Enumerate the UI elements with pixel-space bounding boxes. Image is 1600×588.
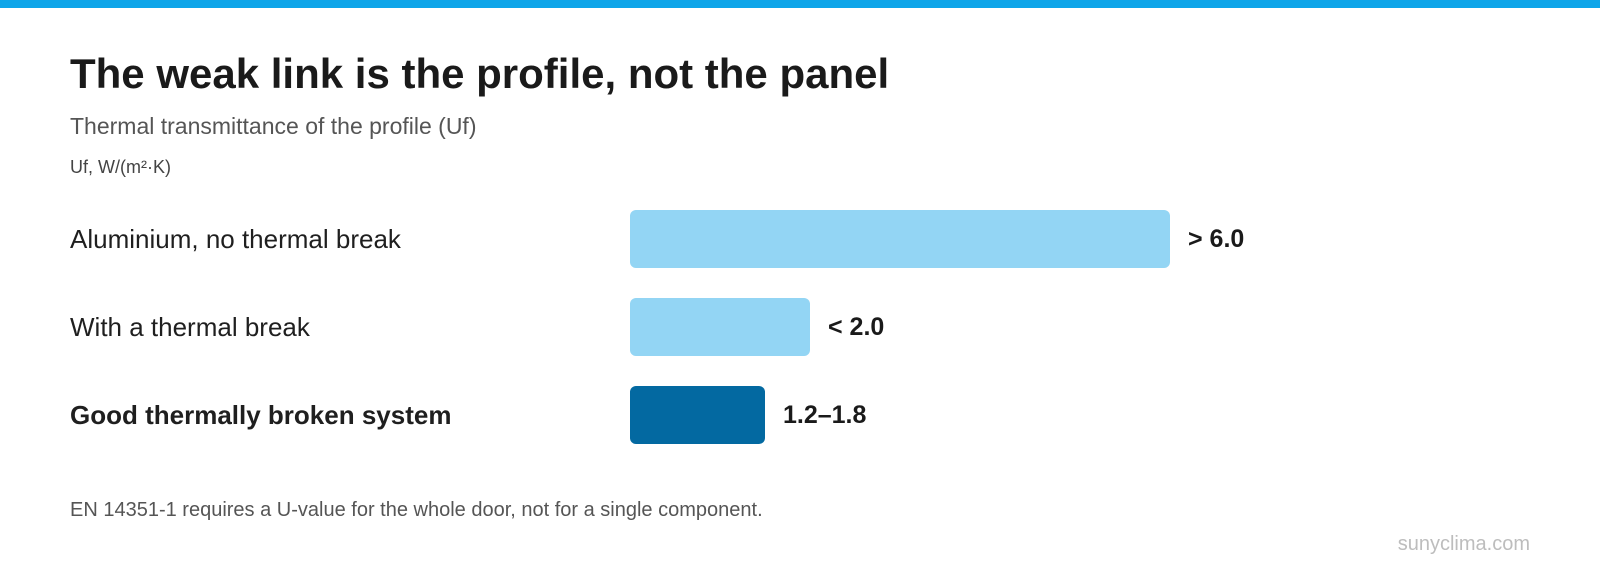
footnote: EN 14351-1 requires a U-value for the wh… — [70, 499, 763, 521]
category-label: With a thermal break — [70, 312, 310, 342]
accent-top-bar — [0, 0, 1600, 8]
chart-subtitle: Thermal transmittance of the profile (Uf… — [70, 113, 477, 139]
value-label: < 2.0 — [828, 313, 885, 341]
category-label: Good thermally broken system — [70, 400, 452, 430]
bar — [630, 210, 1170, 268]
category-label: Aluminium, no thermal break — [70, 224, 401, 254]
bar — [630, 386, 765, 444]
value-label: 1.2–1.8 — [783, 401, 867, 429]
source-credit: sunyclima.com — [1397, 533, 1530, 555]
chart-title: The weak link is the profile, not the pa… — [70, 50, 890, 97]
bar — [630, 298, 810, 356]
unit-label: Uf, W/(m²·K) — [70, 157, 171, 177]
value-label: > 6.0 — [1188, 225, 1245, 253]
